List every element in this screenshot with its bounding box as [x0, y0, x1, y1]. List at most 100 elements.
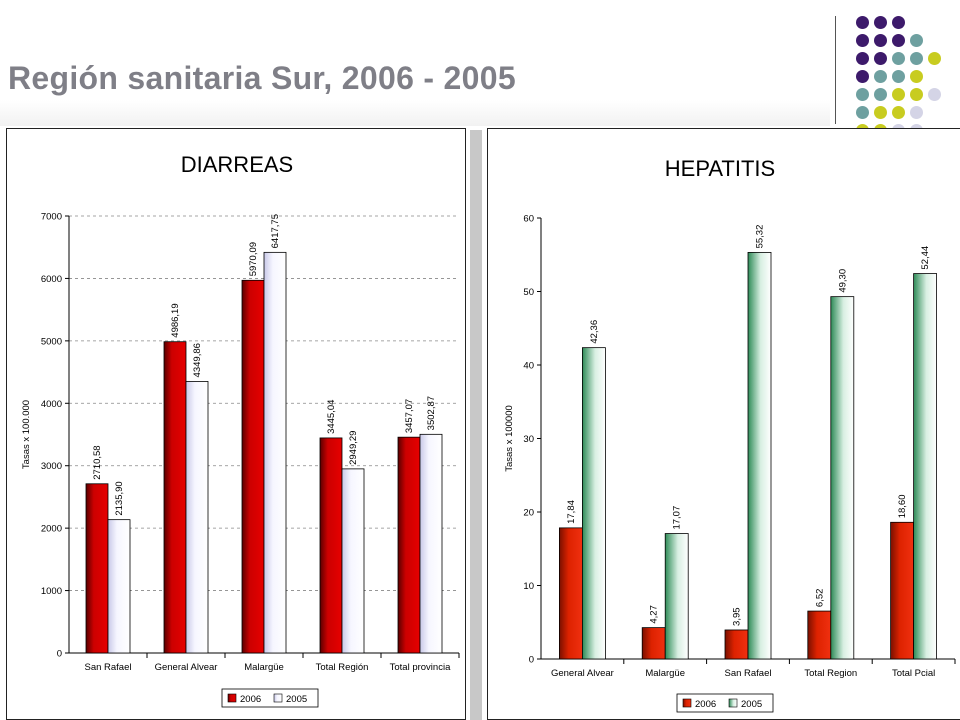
bar-2005-4 [341, 468, 365, 654]
data-label-2006: 4,27 [649, 605, 660, 624]
y-axis-label: Tasas x 100000 [504, 405, 515, 472]
data-label-2005: 6417,75 [270, 214, 281, 248]
decorative-dot [892, 16, 905, 29]
y-tick-label: 7000 [41, 212, 62, 223]
legend-swatch-2005 [273, 693, 283, 703]
title-underline-band [0, 100, 830, 126]
bar-2006-1 [85, 483, 109, 654]
y-tick-label: 30 [523, 434, 534, 445]
bar-2006-5 [397, 436, 421, 654]
y-tick-label: 0 [57, 649, 62, 660]
chart-title: HEPATITIS [665, 156, 775, 181]
decorative-dot [856, 34, 869, 47]
x-tick-label: Malargüe [645, 668, 685, 679]
data-label-2006: 5970,09 [248, 242, 259, 276]
data-label-2006: 2710,58 [92, 445, 103, 479]
decorative-dot [910, 70, 923, 83]
bar-2006-4 [319, 437, 343, 654]
decorative-dot [892, 34, 905, 47]
x-tick-label: San Rafael [724, 668, 771, 679]
bar-2006-2 [163, 341, 187, 654]
y-tick-label: 60 [523, 214, 534, 225]
x-tick-label: General Alvear [155, 662, 218, 673]
bar-2005-4 [830, 296, 855, 660]
decorative-dot [892, 124, 905, 130]
decorative-dot [892, 106, 905, 119]
y-tick-label: 6000 [41, 274, 62, 285]
decorative-dot [874, 124, 887, 130]
y-tick-label: 2000 [41, 524, 62, 535]
decorative-dot [874, 52, 887, 65]
decorative-dot [910, 106, 923, 119]
y-tick-label: 5000 [41, 336, 62, 347]
bar-2005-2 [185, 381, 209, 654]
legend-swatch-2006 [682, 698, 692, 708]
legend-label-2006: 2006 [240, 694, 261, 705]
decorative-dot [928, 88, 941, 101]
header-divider-line [835, 16, 836, 124]
legend-box [221, 688, 319, 708]
bar-2006-1 [559, 527, 583, 660]
chart-diarreas: DIARREAS 0 1000 2000 3000 4000 5000 6000 7000 Tas… [21, 152, 460, 708]
decorative-dot-grid [850, 12, 960, 130]
decorative-dot [892, 70, 905, 83]
data-label-2005: 55,32 [755, 225, 766, 249]
data-label-2005: 49,30 [837, 269, 848, 293]
x-tick-label: San Rafael [84, 662, 131, 673]
y-axis-label: Tasas x 100.000 [21, 400, 32, 469]
x-tick-label: General Alvear [551, 668, 614, 679]
decorative-dot [856, 124, 869, 130]
decorative-dot [874, 34, 887, 47]
decorative-dot [910, 34, 923, 47]
decorative-dot [874, 106, 887, 119]
page-title: Región sanitaria Sur, 2006 - 2005 [8, 60, 516, 96]
decorative-dot [874, 70, 887, 83]
decorative-dot [874, 88, 887, 101]
y-tick-label: 50 [523, 287, 534, 298]
decorative-dot [910, 52, 923, 65]
bar-2005-5 [419, 433, 443, 654]
bar-2005-1 [582, 347, 606, 660]
x-tick-label: Total provincia [390, 662, 451, 673]
bar-2005-1 [107, 519, 131, 654]
decorative-dot [910, 124, 923, 130]
legend-swatch-2006 [227, 693, 237, 703]
data-label-2005: 4349,86 [192, 343, 203, 377]
bar-2005-3 [747, 251, 772, 660]
legend-box [676, 693, 774, 713]
legend-label-2005: 2005 [286, 694, 307, 705]
x-tick-label: Malargüe [244, 662, 284, 673]
chart-title: DIARREAS [181, 152, 293, 177]
y-tick-label: 4000 [41, 399, 62, 410]
panel-divider [470, 130, 482, 720]
decorative-dot [892, 88, 905, 101]
x-tick-label: Total Pcial [892, 668, 935, 679]
y-tick-label: 0 [529, 655, 534, 666]
y-tick-label: 10 [523, 581, 534, 592]
decorative-dot [874, 16, 887, 29]
bar-2006-3 [724, 629, 749, 660]
chart-panel-hepatitis: HEPATITIS 0 10 20 30 40 50 60 Tasas x 100000 Gene… [487, 128, 960, 720]
decorative-dot [856, 88, 869, 101]
decorative-dot [856, 70, 869, 83]
x-tick-label: Total Región [316, 662, 369, 673]
data-label-2006: 3,95 [732, 607, 743, 626]
data-label-2005: 42,36 [589, 320, 600, 344]
bar-2006-5 [890, 521, 915, 660]
bar-2006-4 [807, 610, 832, 660]
legend-label-2006: 2006 [695, 699, 716, 710]
bar-2006-3 [241, 279, 265, 654]
bar-2005-5 [913, 273, 938, 660]
bar-2005-2 [664, 533, 689, 660]
data-label-2006: 4986,19 [170, 303, 181, 337]
y-tick-label: 3000 [41, 461, 62, 472]
chart-hepatitis: HEPATITIS 0 10 20 30 40 50 60 Tasas x 100000 Gene… [504, 156, 956, 713]
legend-label-2005: 2005 [741, 699, 762, 710]
data-label-2006: 6,52 [814, 589, 825, 608]
data-label-2006: 18,60 [897, 495, 908, 519]
data-label-2005: 2949,29 [348, 431, 359, 465]
data-label-2006: 17,84 [566, 500, 577, 524]
data-label-2005: 3502,87 [426, 396, 437, 430]
decorative-dot [856, 106, 869, 119]
y-tick-label: 40 [523, 361, 534, 372]
